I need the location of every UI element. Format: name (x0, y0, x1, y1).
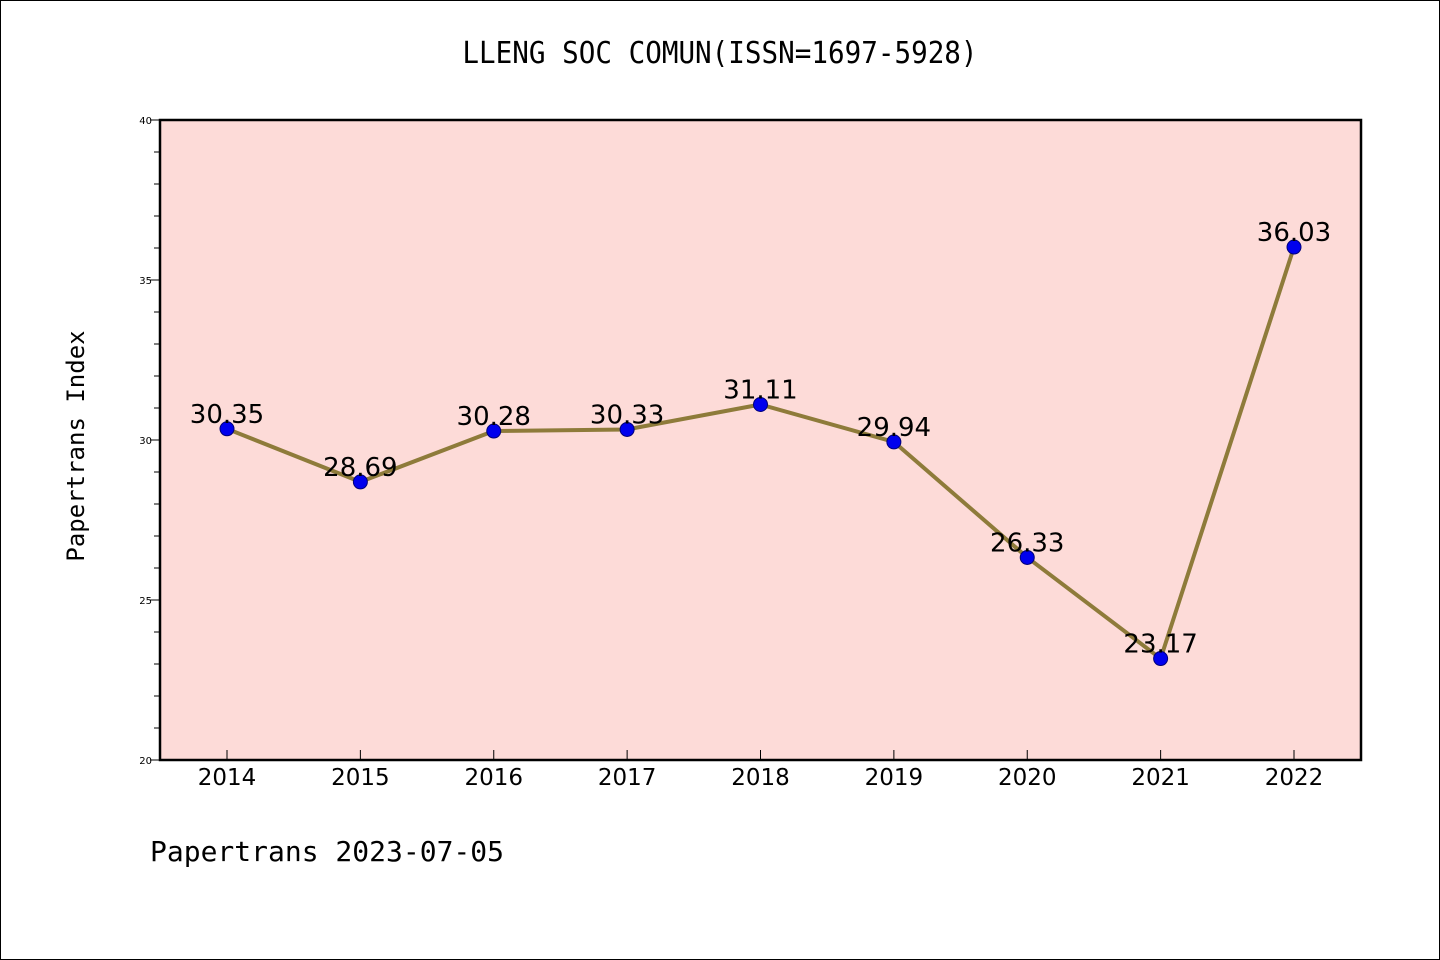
data-point (486, 423, 502, 439)
data-label: 30.28 (457, 402, 531, 432)
x-tick-label: 2017 (598, 765, 657, 791)
y-tick-label: 35 (139, 276, 152, 287)
data-point (352, 474, 368, 490)
data-label: 30.33 (590, 400, 664, 430)
y-axis-ticks: 20 25 30 35 40 (139, 116, 160, 767)
x-tick-label: 2020 (998, 765, 1057, 791)
data-markers (219, 239, 1302, 667)
x-tick-label: 2015 (331, 765, 390, 791)
footer-text: Papertrans 2023-07-05 (150, 835, 505, 868)
data-labels: 30.35 28.69 30.28 30.33 31.11 29.94 26.33 23.17… (190, 218, 1331, 660)
data-point (1153, 651, 1169, 667)
data-point (1286, 239, 1302, 255)
data-point (886, 434, 902, 450)
data-label: 29.94 (857, 413, 931, 443)
data-label: 28.69 (323, 453, 397, 483)
data-label: 26.33 (990, 528, 1064, 558)
data-label: 36.03 (1257, 218, 1331, 248)
data-label: 30.35 (190, 400, 264, 430)
y-tick-label: 20 (139, 756, 152, 767)
x-tick-label: 2021 (1131, 765, 1190, 791)
data-label: 31.11 (723, 375, 797, 405)
data-point (753, 396, 768, 412)
x-tick-label: 2018 (731, 765, 790, 791)
y-tick-label: 30 (139, 436, 152, 447)
data-point (619, 421, 635, 437)
x-tick-label: 2016 (464, 765, 523, 791)
plot-border (158, 118, 1363, 762)
x-tick-label: 2022 (1265, 765, 1324, 791)
y-tick-label: 40 (139, 116, 152, 127)
chart-title: LLENG SOC COMUN(ISSN=1697-5928) (462, 36, 978, 71)
x-tick-label: 2019 (865, 765, 924, 791)
x-axis-ticks: 2014 2015 2016 2017 2018 2019 2020 2021 2022 (198, 750, 1324, 791)
data-point (219, 421, 235, 437)
y-tick-label: 25 (139, 596, 152, 607)
data-point (1019, 549, 1035, 565)
data-label: 23.17 (1123, 630, 1197, 660)
plot-area (160, 120, 1361, 760)
x-tick-label: 2014 (198, 765, 257, 791)
